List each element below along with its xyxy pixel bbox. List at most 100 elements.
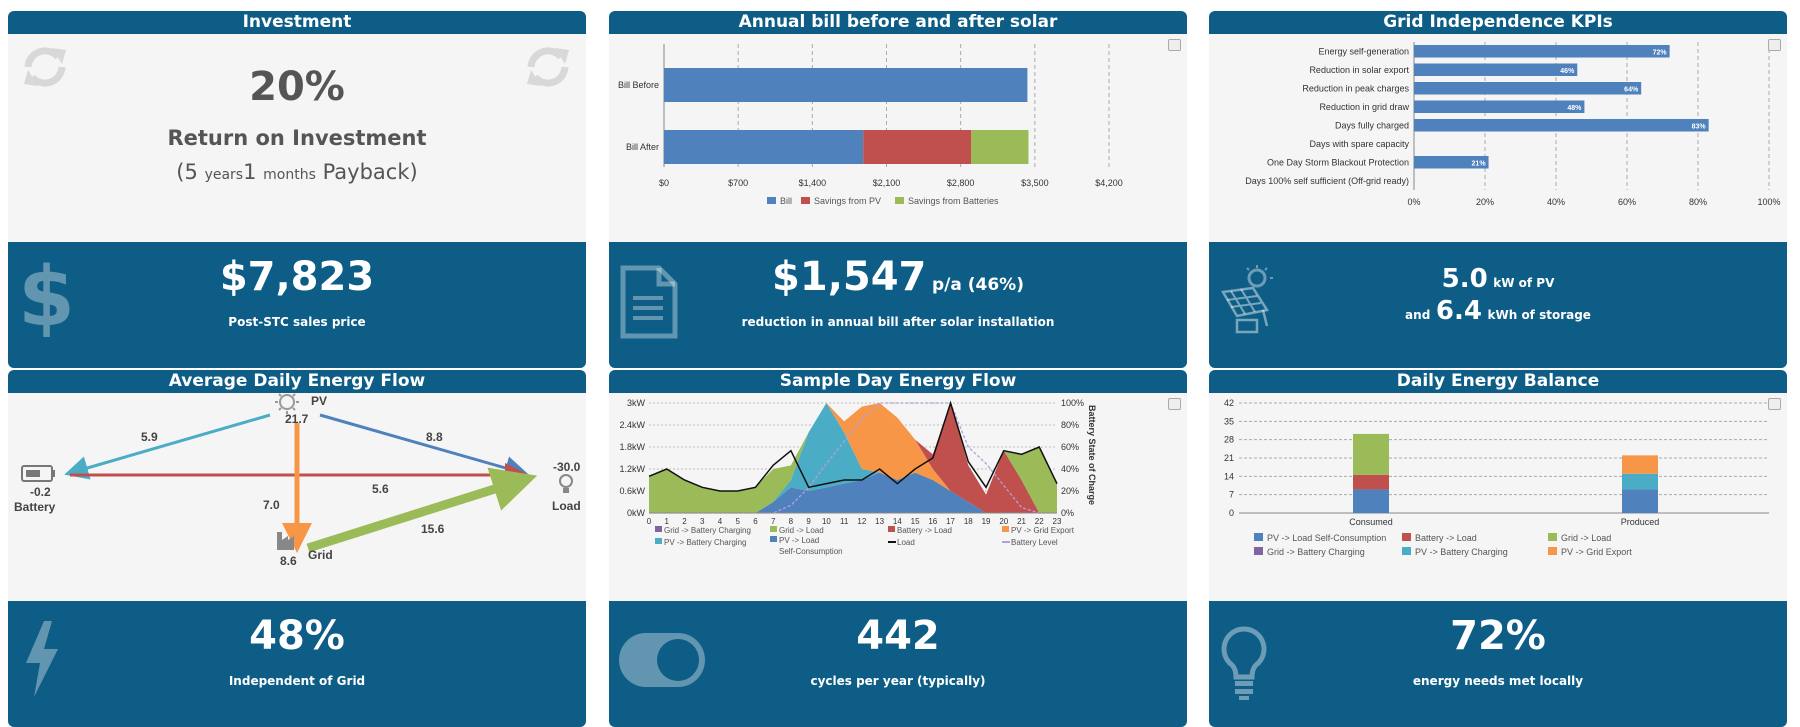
bill-title: Annual bill before and after solar (609, 11, 1187, 34)
battery-label: Battery (14, 500, 56, 514)
bar-label: 64% (1624, 86, 1639, 93)
legend-swatch (1548, 547, 1557, 555)
legend-swatch (1254, 533, 1263, 541)
x-tick-label: 1 (665, 517, 670, 526)
pv-line: 5.0 kW of PV (1209, 264, 1787, 294)
investment-panel: Investment 20% Return on Investment (5 y… (8, 11, 586, 368)
dollar-icon: $ (18, 250, 76, 345)
download-icon[interactable] (1768, 39, 1781, 51)
y-tick-label: 3kW (627, 398, 646, 408)
y-tick-label: 42 (1224, 398, 1234, 408)
bar-label: 72% (1653, 49, 1668, 56)
lightning-icon (22, 619, 62, 704)
saving-line: $1,547 p/a (46%) (609, 254, 1187, 300)
download-icon[interactable] (1768, 398, 1781, 410)
x-tick-label: 15 (911, 517, 920, 526)
roi-label: Return on Investment (167, 126, 427, 150)
download-icon[interactable] (1168, 398, 1181, 410)
bar-segment (1622, 489, 1658, 513)
x-tick-label: $700 (728, 178, 748, 188)
kpi-chart: 0% 20% 40% 60% 80% 100% Energy self-generation… (1245, 42, 1781, 207)
x-tick-label: 40% (1547, 197, 1565, 207)
load-value: -30.0 (553, 460, 581, 474)
local-footer: 72% energy needs met locally (1209, 601, 1787, 727)
legend-label: PV -> Load Self-Consumption (1267, 533, 1386, 543)
saving-unit: p/a (46%) (931, 275, 1024, 295)
category-label: Reduction in peak charges (1302, 83, 1409, 93)
balance-chart-area: 0 7 14 21 28 35 42 Consumed Produced PV -> Load S… (1209, 393, 1787, 601)
legend-label: Grid -> Battery Charging (664, 526, 751, 535)
y-tick-label: 21 (1224, 453, 1234, 463)
legend-swatch (1402, 533, 1411, 541)
category-label: Days fully charged (1335, 120, 1409, 130)
pv-value: 21.7 (285, 412, 309, 426)
battery-value: -0.2 (30, 485, 51, 499)
cycles-label: cycles per year (typically) (810, 674, 986, 688)
x-tick-label: 3 (700, 517, 705, 526)
saving-value: $1,547 (772, 254, 927, 300)
bar (1414, 119, 1709, 132)
area-series (649, 403, 1057, 513)
load-label: Load (552, 499, 581, 513)
x-tick-label: 23 (1053, 517, 1062, 526)
energy-flow-svg: PV 21.7 -0.2 Battery -30.0 Load Grid 8.6… (14, 390, 581, 568)
x-tick-label: 14 (893, 517, 902, 526)
pv-unit: kW of PV (1493, 276, 1555, 290)
kpi-title: Grid Independence KPIs (1209, 11, 1787, 34)
category-label: Consumed (1349, 517, 1393, 527)
y2-axis-label: Battery State of Charge (1087, 405, 1097, 505)
bar-segment (664, 68, 1028, 102)
bill-chart: $0 $700 $1,400 $2,100 $2,800 $3,500 $4,200 Bill… (618, 44, 1123, 206)
bar-label: 48% (1567, 105, 1582, 112)
legend-label: Savings from Batteries (908, 196, 999, 206)
bar-segment (971, 130, 1029, 164)
category-label: Bill Before (618, 80, 659, 90)
balance-panel: Daily Energy Balance 0 7 14 21 28 35 42 Consume… (1209, 370, 1787, 727)
x-tick-label: 4 (718, 517, 723, 526)
x-tick-label: 20% (1476, 197, 1494, 207)
pv-grid-value: 7.0 (263, 498, 280, 512)
x-tick-label: 21 (1017, 517, 1026, 526)
bar-segment (1353, 489, 1389, 513)
y-tick-label: 2.4kW (619, 420, 645, 430)
sun-icon (275, 390, 299, 414)
bar-label: 46% (1560, 68, 1575, 75)
pv-label: PV (311, 394, 327, 408)
price-value: $7,823 (219, 254, 375, 300)
bill-chart-area: $0 $700 $1,400 $2,100 $2,800 $3,500 $4,200 Bill… (609, 34, 1187, 242)
x-tick-label: $2,800 (947, 178, 975, 188)
y-tick-label: 0kW (627, 508, 646, 518)
grid-value: 8.6 (280, 554, 297, 568)
balance-chart: 0 7 14 21 28 35 42 Consumed Produced PV -> Load S… (1224, 398, 1769, 557)
category-label: Reduction in grid draw (1319, 102, 1409, 112)
y2-tick-label: 20% (1061, 486, 1079, 496)
storage-value: 6.4 (1435, 296, 1482, 326)
x-tick-label: 16 (928, 517, 937, 526)
investment-footer: $ $7,823 Post-STC sales price (8, 242, 586, 368)
price-label: Post-STC sales price (228, 315, 366, 329)
area-series (649, 403, 1057, 513)
legend-label: Grid -> Load (1561, 533, 1611, 543)
x-tick-label: 2 (682, 517, 687, 526)
x-tick-label: 0% (1407, 197, 1420, 207)
grid-load-value: 15.6 (421, 522, 445, 536)
x-tick-label: $1,400 (799, 178, 827, 188)
x-tick-label: 100% (1757, 197, 1780, 207)
cycles-footer: 442 cycles per year (typically) (609, 601, 1187, 727)
flow-pv-load-arrow (319, 413, 529, 480)
y2-tick-label: 0% (1061, 508, 1074, 518)
bar-segment (1622, 473, 1658, 490)
legend-label: Bill (780, 196, 792, 206)
roi-value: 20% (249, 64, 345, 110)
category-label: Bill After (626, 142, 659, 152)
energy-flow-title: Average Daily Energy Flow (8, 370, 586, 393)
download-icon[interactable] (1168, 39, 1181, 51)
bill-panel: Annual bill before and after solar $0 $70… (609, 11, 1187, 368)
legend-label: Grid -> Load (779, 526, 824, 535)
x-tick-label: 22 (1035, 517, 1044, 526)
x-tick-label: 19 (982, 517, 991, 526)
legend-swatch (770, 526, 777, 532)
refresh-icon (527, 47, 569, 87)
x-tick-label: 18 (964, 517, 973, 526)
sample-day-chart: 0kW 0.6kW 1.2kW 1.8kW 2.4kW 3kW 0% 20% 40% 60% 80%… (619, 398, 1097, 556)
